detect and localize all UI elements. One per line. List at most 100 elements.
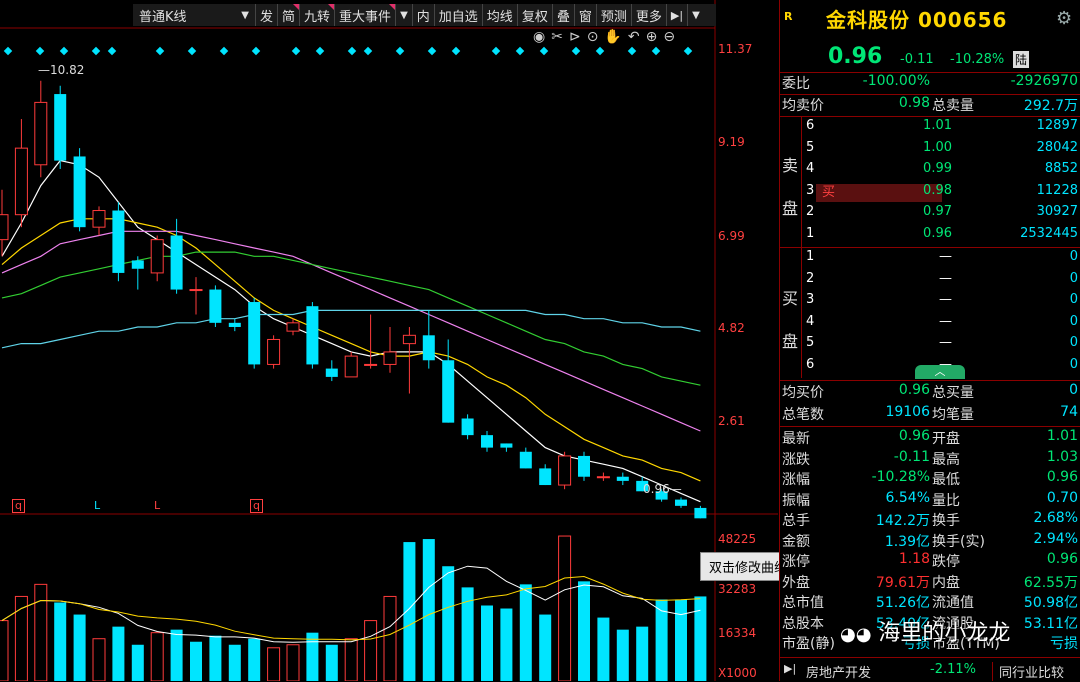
- sector-bar[interactable]: ▶| 房地产开发 -2.11% 同行业比较: [780, 657, 1080, 682]
- quote-label: 总市值: [782, 595, 824, 611]
- zoom-out-icon[interactable]: ⊖: [663, 29, 676, 45]
- quote-value: 53.11亿: [1023, 615, 1078, 632]
- gear-icon[interactable]: ⚙: [1056, 8, 1073, 29]
- quote-value: 亏损: [1050, 636, 1078, 652]
- quote-label: 量比: [932, 492, 960, 509]
- quote-row: 总手 142.2万 换手 2.68%: [780, 510, 1080, 531]
- candle-body: [73, 156, 86, 228]
- order-qty: 11228: [1036, 182, 1078, 198]
- buy-order-row[interactable]: 4 — 0: [802, 314, 1080, 335]
- chart-toolbar: 普通K线 ▼ 发 简 九转 重大事件 ▼ 内 加自选 均线 复权 叠 窗 预测 …: [133, 4, 716, 26]
- sell-order-row[interactable]: 6 1.01 12897: [802, 118, 1080, 139]
- sell-order-row[interactable]: 2 0.97 30927: [802, 204, 1080, 225]
- toolbar-item-more[interactable]: 更多: [632, 4, 667, 26]
- order-qty: 12897: [1036, 118, 1078, 133]
- candle-body: [578, 455, 590, 477]
- period-select[interactable]: 普通K线 ▼: [133, 4, 256, 26]
- event-marker: [363, 46, 373, 56]
- quote-label: 振幅: [782, 492, 810, 509]
- event-marker: [651, 46, 661, 56]
- toolbar-item-forecast[interactable]: 预测: [597, 4, 632, 26]
- toolbar-item-adjust[interactable]: 复权: [518, 4, 553, 26]
- event-marker: [451, 46, 461, 56]
- candle-body: [442, 360, 455, 423]
- marker-l[interactable]: L: [94, 499, 101, 512]
- sell-side-label: 卖盘: [782, 156, 799, 218]
- scissors-icon[interactable]: ✂: [551, 29, 563, 45]
- toolbar-item-add-watch[interactable]: 加自选: [435, 4, 483, 26]
- last-price-label: 0.96—: [643, 482, 682, 496]
- sell-order-row[interactable]: 买 3 0.98 11228: [802, 183, 1080, 204]
- buy-order-row[interactable]: 1 — 0: [802, 249, 1080, 270]
- buy-order-row[interactable]: 5 — 0: [802, 335, 1080, 356]
- volume-bar: [14, 595, 28, 681]
- candle-body: [383, 351, 397, 365]
- quote-row: 最新 0.96 开盘 1.01: [780, 428, 1080, 449]
- toolbar-item-ma[interactable]: 均线: [483, 4, 518, 26]
- quote-row: 外盘 79.61万 内盘 62.55万: [780, 572, 1080, 593]
- volume-bar: [403, 542, 416, 681]
- skip-end-icon[interactable]: ▶|: [667, 4, 689, 26]
- order-qty: 0: [1069, 313, 1078, 329]
- event-marker: [395, 46, 405, 56]
- marker-q[interactable]: q: [250, 499, 263, 513]
- event-marker: [91, 46, 101, 56]
- collapse-button[interactable]: ︿: [915, 365, 965, 379]
- sell-order-row[interactable]: 4 0.99 8852: [802, 161, 1080, 182]
- marker-q[interactable]: q: [12, 499, 25, 513]
- candle-body: [228, 322, 241, 327]
- event-marker: [491, 46, 501, 56]
- play-icon[interactable]: ⊳: [568, 29, 581, 45]
- avg-buy-row: 均买价 0.96 总买量 0: [782, 382, 1078, 401]
- buy-order-row[interactable]: 2 — 0: [802, 271, 1080, 292]
- eye-icon[interactable]: ◉: [533, 29, 546, 45]
- buy-order-row[interactable]: 3 — 0: [802, 292, 1080, 313]
- quote-value: 0.96: [1046, 469, 1078, 485]
- sell-order-row[interactable]: 5 1.00 28042: [802, 140, 1080, 161]
- last-price: 0.96: [828, 44, 883, 69]
- event-marker: [35, 46, 45, 56]
- toolbar-item-jiuzhuan[interactable]: 九转: [300, 4, 336, 26]
- sector-name[interactable]: 房地产开发: [806, 666, 872, 681]
- quote-row: 金额 1.39亿 换手(实) 2.94%: [780, 531, 1080, 552]
- sector-arrow-icon[interactable]: ▶|: [784, 662, 797, 675]
- toolbar-item-nei[interactable]: 内: [413, 4, 435, 26]
- undo-icon[interactable]: ↶: [627, 29, 640, 45]
- order-qty: 0: [1069, 335, 1078, 350]
- toolbar-item-fa[interactable]: 发: [256, 4, 279, 26]
- volume-axis-label: 16334: [718, 626, 757, 640]
- zoom-in-icon[interactable]: ⊕: [645, 29, 658, 45]
- sell-order-row[interactable]: 1 0.96 2532445: [802, 226, 1080, 247]
- candle-body: [461, 418, 474, 436]
- volume-bar: [150, 632, 164, 681]
- record-icon[interactable]: ⊙: [586, 29, 599, 45]
- compare-button[interactable]: 同行业比较: [992, 662, 1064, 681]
- candle-body: [519, 451, 532, 469]
- toolbar-item-events[interactable]: 重大事件: [335, 4, 397, 26]
- event-marker: [3, 46, 13, 56]
- candle-body: [286, 322, 300, 332]
- price-axis-label: 9.19: [718, 135, 745, 149]
- volume-axis-label: X1000: [718, 666, 757, 680]
- hand-icon[interactable]: ✋: [604, 29, 622, 45]
- event-marker: [427, 46, 437, 56]
- stock-name-code[interactable]: 金科股份 000656: [826, 8, 1008, 32]
- volume-bar: [92, 638, 106, 681]
- event-marker: [187, 46, 197, 56]
- chevron-down-icon[interactable]: ▼: [692, 9, 700, 21]
- order-level: 1: [806, 249, 815, 264]
- order-level: 5: [806, 139, 815, 155]
- toolbar-item-overlay[interactable]: 叠: [553, 4, 575, 26]
- order-level: 6: [806, 118, 815, 133]
- toolbar-item-window[interactable]: 窗: [575, 4, 597, 26]
- order-qty: 30927: [1036, 204, 1078, 219]
- order-qty: 2532445: [1020, 225, 1078, 241]
- quote-label: 涨幅: [782, 472, 810, 488]
- toolbar-item-jian[interactable]: 简: [278, 4, 301, 26]
- toolbar-dropdown[interactable]: ▼: [396, 4, 413, 26]
- order-price: —: [939, 249, 952, 264]
- volume-bar: [286, 644, 300, 681]
- volume-axis-label: 32283: [718, 582, 757, 596]
- marker-l[interactable]: L: [154, 499, 161, 512]
- kline-chart[interactable]: [0, 0, 778, 681]
